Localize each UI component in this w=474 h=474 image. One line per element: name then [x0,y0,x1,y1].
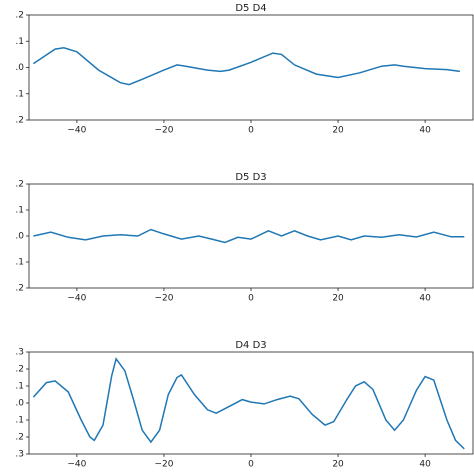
x-tick-label: 20 [332,126,344,136]
chart-title: D5 D4 [235,3,266,14]
x-tick-label: −20 [154,460,173,470]
y-tick-label: .1 [15,89,24,99]
axes-frame [28,14,474,121]
x-tick-label: −20 [154,294,173,304]
x-tick-label: 20 [332,460,344,470]
y-tick-label: .0 [15,399,24,409]
y-tick-label: .1 [15,416,24,426]
data-line [32,357,465,450]
x-tick-label: −20 [154,126,173,136]
axes-frame [28,351,474,455]
y-tick-label: .3 [15,348,24,358]
x-tick-label: −40 [67,126,86,136]
x-tick-label: −40 [67,294,86,304]
y-tick-label: .0 [15,232,24,242]
y-tick-label: .2 [15,116,24,126]
data-line [33,228,465,244]
x-tick-label: 0 [248,126,254,136]
x-tick-label: 40 [419,294,431,304]
x-tick-label: 0 [248,460,254,470]
y-tick-label: .2 [15,433,24,443]
y-tick-label: .3 [15,450,24,460]
y-tick-label: .2 [15,284,24,294]
chart-title: D5 D3 [235,172,266,183]
data-line [32,47,461,86]
x-tick-label: −40 [67,460,86,470]
axes-frame [28,183,474,289]
x-tick-label: 0 [248,294,254,304]
y-tick-label: .1 [15,206,24,216]
x-tick-label: 40 [419,126,431,136]
y-tick-label: .0 [15,63,24,73]
y-tick-label: .1 [15,382,24,392]
y-tick-label: .2 [15,180,24,190]
y-tick-label: .1 [15,37,24,47]
chart-title: D4 D3 [235,340,266,351]
x-tick-label: 20 [332,294,344,304]
y-tick-label: .2 [15,11,24,21]
x-tick-label: 40 [419,460,431,470]
y-tick-label: .2 [15,365,24,375]
y-tick-label: .1 [15,258,24,268]
